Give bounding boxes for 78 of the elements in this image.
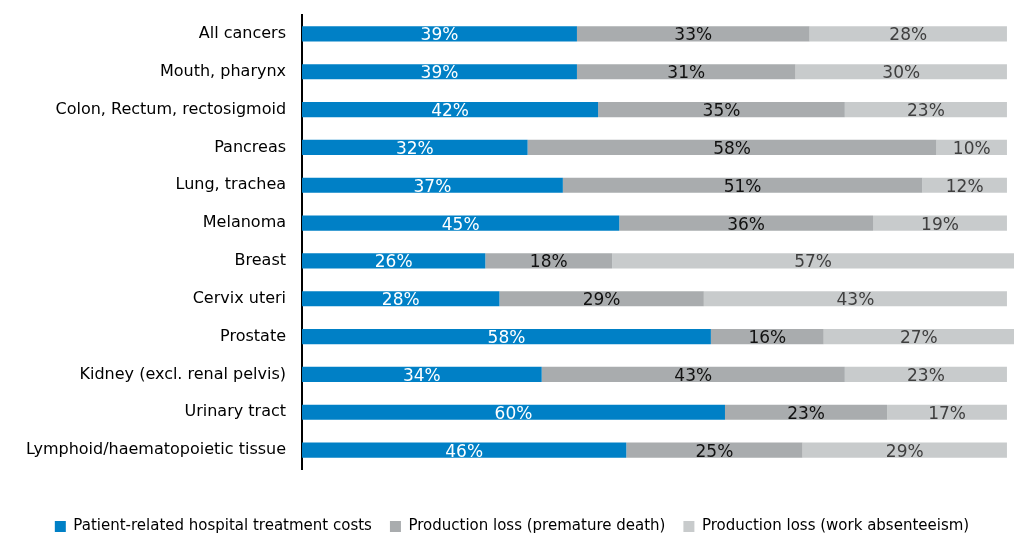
data-label: 12% [945, 175, 984, 196]
data-label: 39% [420, 24, 459, 45]
data-label: 23% [906, 364, 945, 385]
data-label: 34% [402, 364, 441, 385]
y-tick-label: Pancreas [214, 136, 287, 156]
bar [302, 139, 528, 155]
bar [802, 442, 1007, 458]
data-label: 28% [381, 289, 420, 310]
data-label: 36% [727, 213, 766, 234]
data-label: 33% [674, 24, 713, 45]
bar [795, 64, 1007, 80]
data-label: 60% [494, 402, 533, 423]
bar [626, 442, 803, 458]
bar [302, 366, 542, 382]
bar [302, 215, 620, 231]
bar [809, 26, 1007, 42]
y-tick-label: Lymphoid/haematopoietic tissue [26, 439, 287, 459]
bar [302, 442, 627, 458]
data-label: 30% [882, 62, 921, 83]
data-label: 28% [889, 24, 928, 45]
legend-label: Patient-related hospital treatment costs [73, 516, 373, 534]
bar [576, 64, 796, 80]
data-label: 17% [928, 402, 966, 423]
bar [302, 291, 500, 307]
legend-label: Production loss (work absenteeism) [701, 516, 970, 534]
data-label: 32% [395, 137, 434, 158]
data-label: 18% [529, 251, 568, 272]
bar [823, 329, 1014, 345]
bar [598, 102, 845, 118]
bar [302, 102, 599, 118]
bar [302, 253, 486, 269]
data-label: 31% [667, 62, 706, 83]
data-label: 58% [713, 137, 751, 158]
data-label: 10% [952, 137, 991, 158]
y-tick-label: Melanoma [202, 212, 287, 232]
bar [576, 26, 810, 42]
bar [612, 253, 1014, 269]
bar [527, 139, 937, 155]
bar [541, 366, 845, 382]
data-label: 27% [899, 327, 938, 348]
bar [302, 329, 711, 345]
data-label: 58% [487, 327, 526, 348]
bar [703, 291, 1007, 307]
data-label: 39% [420, 62, 459, 83]
legend-label: Production loss (premature death) [408, 516, 666, 534]
bar [302, 64, 577, 80]
data-label: 25% [695, 440, 734, 461]
data-label: 29% [582, 289, 621, 310]
y-tick-label: All cancers [198, 23, 287, 43]
y-tick-label: Cervix uteri [192, 287, 287, 307]
data-label: 43% [836, 289, 875, 310]
data-label: 35% [702, 100, 741, 121]
y-tick-label: Colon, Rectum, rectosigmoid [55, 98, 287, 118]
data-label: 42% [431, 100, 469, 121]
data-label: 45% [441, 213, 480, 234]
data-label: 23% [906, 100, 945, 121]
y-tick-label: Kidney (excl. renal pelvis) [79, 363, 287, 383]
bar [499, 291, 704, 307]
bar [302, 404, 725, 420]
data-label: 43% [674, 364, 713, 385]
bar [302, 26, 577, 42]
y-tick-label: Mouth, pharynx [159, 60, 287, 80]
data-label: 57% [794, 251, 832, 272]
bar [562, 177, 923, 193]
data-label: 46% [445, 440, 484, 461]
data-label: 29% [885, 440, 924, 461]
data-label: 16% [748, 327, 787, 348]
y-tick-label: Breast [234, 250, 287, 270]
data-label: 51% [723, 175, 762, 196]
y-tick-label: Lung, trachea [175, 174, 287, 194]
data-label: 37% [413, 175, 452, 196]
data-label: 23% [787, 402, 825, 423]
data-label: 19% [921, 213, 959, 234]
y-tick-label: Urinary tract [184, 401, 287, 421]
bar [302, 177, 563, 193]
data-label: 26% [374, 251, 413, 272]
y-tick-label: Prostate [220, 325, 287, 345]
bar [619, 215, 874, 231]
